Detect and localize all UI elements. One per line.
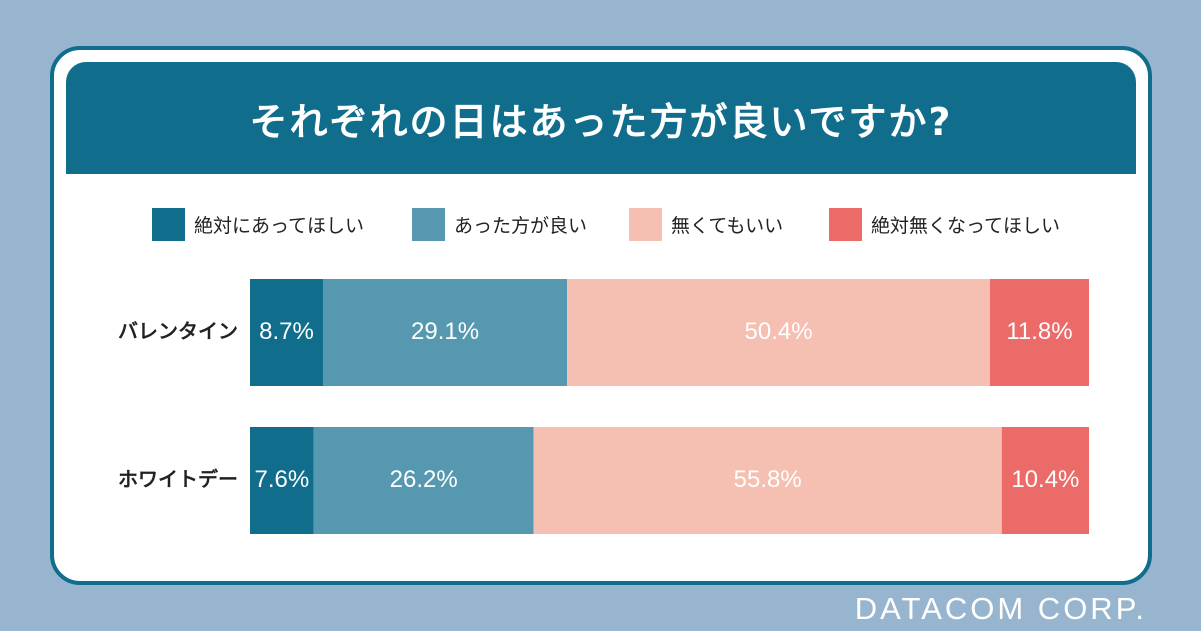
bar-segment (250, 427, 314, 534)
bar-segment (533, 427, 1002, 534)
data-label: 8.7% (259, 318, 314, 345)
category-label: バレンタイン (118, 319, 238, 343)
legend-swatch-1 (152, 207, 185, 241)
bar-segment (989, 279, 1089, 386)
bar-segment (567, 279, 990, 386)
bar-segment (313, 427, 534, 534)
data-label: 29.1% (411, 318, 479, 345)
category-label: ホワイトデー (118, 467, 238, 491)
data-label: 7.6% (255, 466, 310, 493)
data-label: 50.4% (745, 318, 813, 345)
bar-segment (250, 279, 323, 386)
bar-segment (1001, 427, 1089, 534)
legend-item-4: 絶対無くなってほしい (829, 206, 1060, 242)
title-bar: それぞれの日はあった方が良いですか? (66, 62, 1136, 174)
legend-item-1: 絶対にあってほしい (152, 206, 364, 242)
data-label: 26.2% (390, 466, 458, 493)
chart-card: それぞれの日はあった方が良いですか? 絶対にあってほしい あった方が良い 無くて… (50, 46, 1152, 585)
legend-item-3: 無くてもいい (629, 206, 783, 242)
legend-label-2: あった方が良い (454, 214, 588, 237)
legend-swatch-4 (829, 207, 862, 241)
legend-swatch-3 (629, 207, 662, 241)
stacked-bar-chart: バレンタイン 8.7% 29.1% 50.4% 11.8% ホワイトデー 7.6% 26.2%… (118, 279, 1089, 534)
legend-swatch-2 (412, 207, 445, 241)
bar-segment (322, 279, 568, 386)
legend: 絶対にあってほしい あった方が良い 無くてもいい 絶対無くなってほしい (54, 206, 1148, 242)
legend-label-1: 絶対にあってほしい (194, 214, 365, 237)
data-label: 10.4% (1011, 466, 1079, 493)
legend-label-4: 絶対無くなってほしい (871, 214, 1061, 237)
data-label: 11.8% (1006, 318, 1072, 345)
data-label: 55.8% (734, 466, 802, 493)
chart-title: それぞれの日はあった方が良いですか? (249, 99, 953, 144)
footer-brand: DATACOM CORP. (854, 591, 1147, 626)
legend-item-2: あった方が良い (412, 206, 587, 242)
legend-label-3: 無くてもいい (671, 214, 784, 237)
